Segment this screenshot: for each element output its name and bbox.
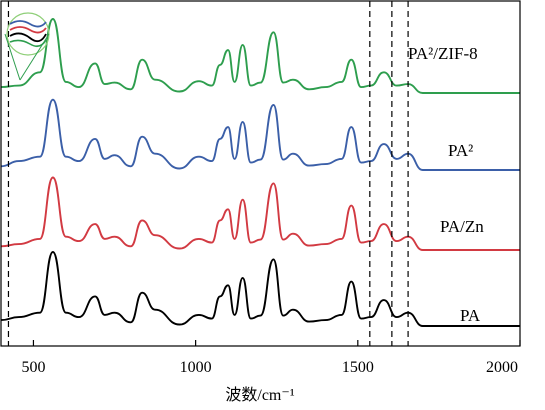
plot-frame bbox=[0, 0, 521, 347]
x-tick-label-3: 2000 bbox=[486, 359, 518, 376]
series-line-3 bbox=[0, 251, 520, 327]
x-tick-label-2: 1500 bbox=[342, 359, 374, 376]
inset-zoom bbox=[4, 12, 50, 81]
series-label-2: PA/Zn bbox=[440, 217, 484, 236]
x-axis: 500 1000 1500 2000 bbox=[21, 340, 521, 376]
series-label-3: PA bbox=[460, 306, 481, 325]
series-lines bbox=[0, 18, 520, 327]
series-label-1: PA² bbox=[448, 141, 473, 160]
series-label-0: PA²/ZIF-8 bbox=[408, 44, 478, 63]
series-labels: PA²/ZIF-8 PA² PA/Zn PA bbox=[408, 44, 484, 325]
x-tick-label-1: 1000 bbox=[180, 359, 212, 376]
series-line-2 bbox=[0, 176, 520, 251]
x-axis-title: 波数/cm⁻¹ bbox=[225, 386, 294, 404]
series-line-0 bbox=[0, 18, 520, 94]
reference-lines bbox=[7, 1, 409, 346]
x-tick-label-0: 500 bbox=[21, 359, 45, 376]
series-line-1 bbox=[0, 98, 520, 171]
